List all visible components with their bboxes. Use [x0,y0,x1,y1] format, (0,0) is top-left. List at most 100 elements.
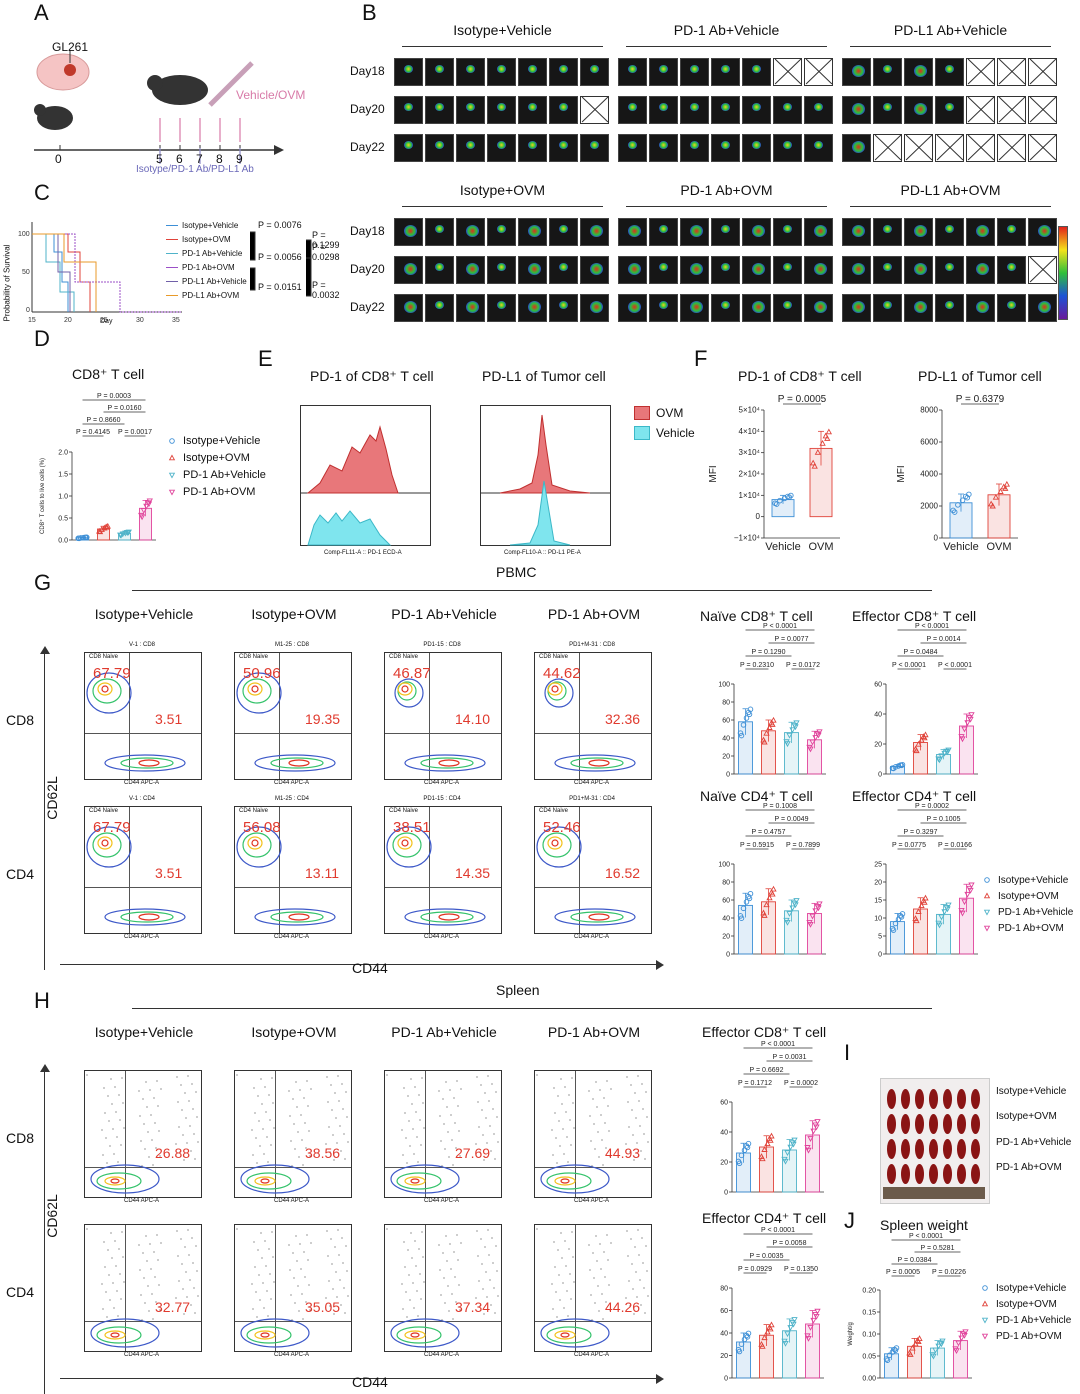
contour-ring [138,759,160,767]
event-dot [446,1260,448,1262]
p-value-label: P = 0.0484 [904,649,938,656]
naive-percent: 67.79 [93,665,131,682]
p-value-label: P < 0.0001 [892,662,926,669]
y-tick-label: 0 [724,1190,728,1197]
event-dot [271,1231,273,1233]
panel-j-title: Spleen weight [880,1217,968,1233]
x-category-label: OVM [986,541,1011,553]
ivis-mouse-image [549,134,578,162]
flow-contour-plot: 67.79 3.51 CD4 Naive [84,806,202,934]
signal-blob [659,141,668,149]
x-axis-channel: CD44 APC-A [424,1352,460,1358]
event-dot [590,1140,592,1142]
event-dot [300,1114,302,1116]
signal-blob [721,263,730,271]
event-dot [453,1097,455,1099]
gate-hline [85,733,201,734]
x-axis-arrowhead [656,960,664,970]
event-dot [562,1282,564,1284]
gate-hline [535,733,651,734]
survival-legend-label: PD-L1 Ab+Vehicle [182,276,247,286]
ivis-mouse-image [549,96,578,124]
event-dot [338,1254,340,1256]
pvalue-c-5: P = 0.0032 [312,280,340,300]
contour-density [236,1074,349,1194]
event-dot [633,1313,635,1315]
event-dot [642,1262,644,1264]
event-dot [193,1287,195,1289]
row-label: CD8 [6,712,35,728]
event-dot [569,1119,571,1121]
event-dot [119,1119,121,1121]
sample-label: M1-25 : CD8 [274,642,309,648]
ivis-mouse-image [487,96,516,124]
ivis-mouse-image [997,218,1026,246]
pvalue-c-4: P = 0.0151 [258,282,302,292]
gate-hline [235,733,351,734]
data-point [763,729,770,736]
ivis-mouse-image [618,58,647,86]
event-dot [560,1078,562,1080]
ivis-mouse-image [580,256,609,284]
event-dot [484,1246,486,1248]
event-dot [330,1084,332,1086]
contour-ring [288,759,310,767]
data-point [96,528,104,535]
event-dot [447,1131,449,1133]
event-dot [270,1144,272,1146]
event-dot [332,1288,334,1290]
event-dot [145,1235,147,1237]
event-dot [309,1155,311,1157]
survival-legend-label: PD-L1 Ab+OVM [182,290,240,300]
flow-group-title: Isotype+Vehicle [94,1024,194,1040]
event-dot [592,1252,594,1254]
ivis-mouse-image [618,294,647,322]
event-dot [338,1100,340,1102]
event-dot [328,1280,330,1282]
event-dot [111,1103,113,1105]
signal-blob [976,263,989,275]
event-dot [402,1154,404,1156]
signal-blob [690,141,699,149]
flow-group-title: PD-1 Ab+Vehicle [391,1024,497,1040]
event-dot [178,1126,180,1128]
event-dot [260,1232,262,1234]
contour-ring [410,1332,420,1338]
event-dot [189,1279,191,1281]
event-dot [105,1137,107,1139]
data-point [961,899,968,906]
contour-ring [270,757,324,769]
signal-blob [528,263,541,275]
event-dot [160,1242,162,1244]
color-scale-bar [1058,226,1068,320]
signal-blob [497,225,506,233]
event-dot [492,1108,494,1110]
data-point [736,1160,743,1167]
event-dot [591,1319,593,1321]
ivis-mouse-image [997,294,1026,322]
event-dot [143,1277,145,1279]
event-dot [634,1246,636,1248]
event-dot [308,1284,310,1286]
event-dot [153,1097,155,1099]
p-value-label: P = 0.4145 [76,429,110,436]
effector-percent: 44.93 [605,1145,641,1161]
y-tick-label: 40 [722,736,730,743]
event-dot [297,1285,299,1287]
data-point [782,1158,789,1165]
event-dot [495,1245,497,1247]
contour-ring [404,1330,426,1340]
data-point [766,1324,773,1330]
spleen-specimen [929,1139,938,1159]
legend-label: Isotype+OVM [183,451,250,464]
spleen-specimen [915,1164,924,1184]
signal-blob [814,301,827,313]
event-dot [485,1271,487,1273]
spleen-specimen [943,1089,952,1109]
event-dot [236,1074,238,1076]
data-point [777,497,783,504]
contour-density [386,1074,499,1194]
ivis-mouse-image [935,58,964,86]
contour-ring [251,839,259,847]
contour-ring [554,754,636,772]
